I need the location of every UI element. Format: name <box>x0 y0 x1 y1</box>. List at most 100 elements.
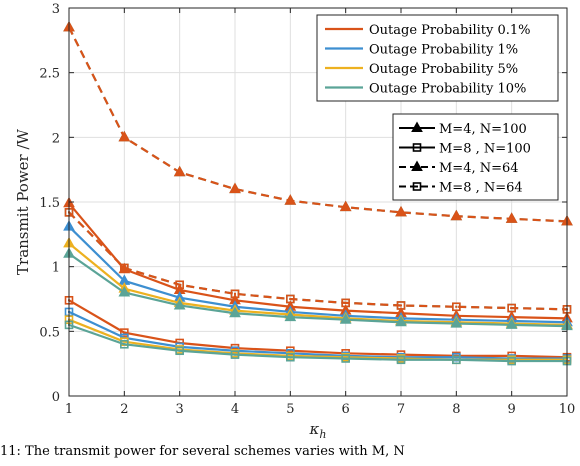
square-marker-dot <box>234 347 236 350</box>
square-marker-dot <box>400 357 402 360</box>
triangle-marker <box>118 286 131 297</box>
square-marker <box>412 143 422 152</box>
series-op10-config-0 <box>63 247 573 331</box>
triangle-marker <box>284 194 297 205</box>
series-op01-config-2 <box>63 20 573 226</box>
square-marker-dot <box>510 358 513 361</box>
y-tick-label: 0.5 <box>39 325 60 340</box>
triangle-marker <box>284 310 297 322</box>
square-marker <box>412 182 422 191</box>
legend-color-label: Outage Probability 0.1% <box>369 23 531 38</box>
legend-color-label: Outage Probability 5% <box>369 62 518 77</box>
square-marker-dot <box>123 331 126 334</box>
y-tick-label: 0 <box>52 390 60 405</box>
triangle-marker <box>118 130 131 142</box>
legend-colors: Outage Probability 0.1% Outage Probabilit… <box>316 14 559 102</box>
series-line <box>68 211 568 311</box>
square-marker-dot <box>289 349 292 352</box>
triangle-marker <box>450 209 463 221</box>
square-marker <box>286 352 295 362</box>
triangle-marker <box>339 200 352 212</box>
series-line <box>68 252 568 328</box>
square-marker-dot <box>400 356 402 359</box>
x-tick-label: 5 <box>286 402 294 417</box>
x-axis-label: κh <box>309 420 327 441</box>
series-op01-config-1 <box>64 295 572 362</box>
x-tick-label: 6 <box>342 402 350 417</box>
legend-style-label: M=8 , N=64 <box>439 181 523 196</box>
series-line <box>68 310 567 360</box>
tick-labels: 1 2 3 4 5 6 7 8 9 10 0 0.5 1 1.5 2 2.5 3 <box>39 2 575 417</box>
x-tick-label: 2 <box>120 402 128 417</box>
triangle-marker <box>411 160 423 171</box>
triangle-marker <box>505 212 518 223</box>
square-marker-dot <box>289 354 292 357</box>
square-marker-dot <box>416 146 418 149</box>
square-marker <box>507 356 516 366</box>
square-marker <box>396 355 406 365</box>
square-marker <box>230 350 240 359</box>
y-tick-label: 1.5 <box>39 196 60 211</box>
x-tick-label: 4 <box>231 402 239 417</box>
square-marker <box>120 339 129 349</box>
chart: 1 2 3 4 5 6 7 8 9 10 0 0.5 1 1.5 2 2.5 3 Transmit Power … <box>14 2 575 441</box>
square-marker-dot <box>289 356 292 359</box>
series-line <box>68 225 568 324</box>
series-line <box>68 211 568 311</box>
triangle-marker <box>411 121 423 132</box>
square-marker-dot <box>178 349 181 352</box>
series-layer <box>63 20 573 366</box>
x-tick-label: 10 <box>559 402 576 417</box>
square-marker-dot <box>416 185 418 188</box>
x-tick-label: 8 <box>452 402 460 417</box>
square-marker-dot <box>455 356 458 359</box>
square-marker <box>120 328 129 337</box>
y-tick-label: 2 <box>52 131 60 146</box>
series-line <box>68 26 568 223</box>
y-axis-label: Transmit Power /W <box>14 128 32 275</box>
square-marker-dot <box>400 358 402 361</box>
x-tick-label: 7 <box>397 402 405 417</box>
square-marker-dot <box>344 357 347 360</box>
triangle-marker <box>339 313 352 324</box>
series-op01-config-0 <box>63 196 573 323</box>
square-marker-dot <box>178 348 181 351</box>
y-tick-label: 1 <box>52 261 60 276</box>
x-tick-label: 3 <box>176 402 184 417</box>
legend-color-label: Outage Probability 10% <box>369 82 526 97</box>
x-tick-label: 9 <box>508 402 516 417</box>
square-marker-dot <box>234 352 236 355</box>
triangle-marker <box>173 165 186 177</box>
y-tick-label: 2.5 <box>39 67 60 82</box>
square-marker-dot <box>289 298 292 300</box>
legend-color-label: Outage Probability 1% <box>369 43 518 58</box>
square-marker-dot <box>344 354 347 357</box>
triangle-marker <box>229 182 241 194</box>
square-marker-dot <box>123 340 126 343</box>
square-marker-dot <box>344 301 347 304</box>
square-marker-dot <box>510 360 513 363</box>
triangle-marker <box>118 262 131 274</box>
triangle-marker <box>173 298 186 310</box>
triangle-marker <box>229 306 241 318</box>
triangle-marker <box>505 318 518 329</box>
y-tick-label: 3 <box>52 2 60 17</box>
triangle-marker <box>395 315 407 327</box>
x-tick-label: 1 <box>65 402 73 417</box>
square-marker <box>452 355 461 365</box>
legend-style-label: M=4, N=100 <box>439 122 527 137</box>
square-marker <box>341 354 350 363</box>
square-marker-dot <box>455 305 458 308</box>
square-marker-dot <box>123 343 126 346</box>
square-marker-dot <box>510 357 513 360</box>
series-line <box>68 323 567 363</box>
square-marker-dot <box>234 353 236 356</box>
series-line <box>68 242 568 326</box>
square-marker-dot <box>455 358 458 361</box>
figure-caption: 11: The transmit power for several schem… <box>0 444 405 459</box>
square-marker-dot <box>510 307 513 310</box>
square-marker-dot <box>344 356 347 359</box>
legend-styles: M=4, N=100 M=8 , N=100 M=4, N=64 M=8 , N=64 <box>392 113 559 201</box>
triangle-marker <box>395 205 407 217</box>
legend-style-label: M=8 , N=100 <box>439 142 531 157</box>
